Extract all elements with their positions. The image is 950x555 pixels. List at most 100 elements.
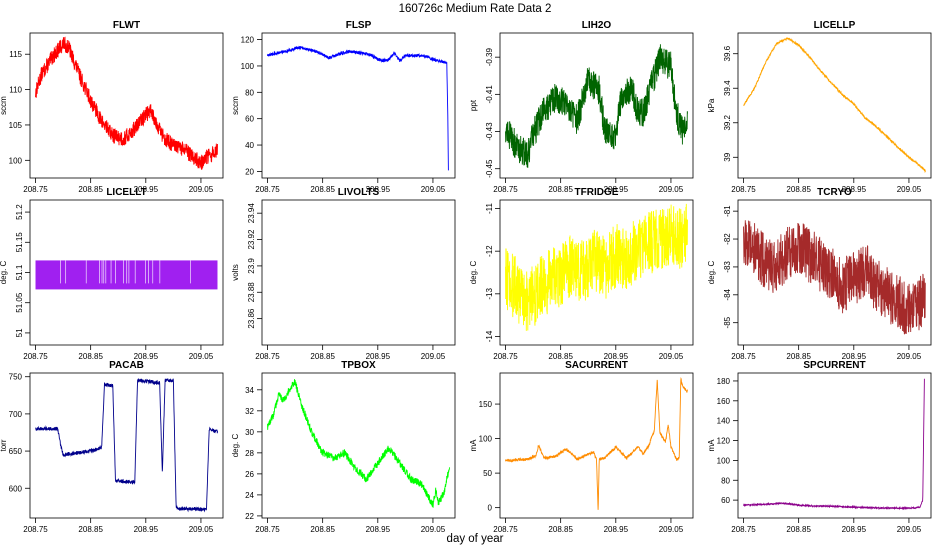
panel-title: LIVOLTS [338,187,380,198]
x-tick-label: 208.75 [493,352,518,361]
panel-licellp: LICELLP 208.75 208.85 208.95 209.05 39 39.2 39.… [707,20,932,194]
y-tick-label: 750 [9,373,23,382]
plot-frame [499,199,694,346]
series-line [35,378,218,513]
y-axis-label: deg. C [231,433,240,457]
y-tick-label: 51.15 [15,232,24,253]
x-tick-label: 209.05 [189,185,214,194]
x-tick-label: 208.75 [23,185,48,194]
panel-title: TPBOX [341,360,376,371]
series-line [267,45,449,171]
x-tick-label: 208.85 [78,525,103,534]
x-tick-label: 208.95 [842,525,867,534]
plot-frame [261,199,456,346]
y-tick-label: 39.2 [723,114,732,130]
plot-frame [261,32,456,179]
series-line [743,220,926,335]
series-line [743,378,925,511]
x-tick-label: 209.05 [659,352,684,361]
plot-frame [29,372,224,519]
x-tick-label: 209.05 [659,525,684,534]
series-line [35,36,218,170]
y-tick-label: -0.41 [485,85,494,104]
x-tick-label: 208.95 [842,352,867,361]
x-tick-label: 209.05 [897,352,922,361]
panel-flsp: FLSP 208.75 208.85 208.95 209.05 20 40 60 80 100 1… [231,20,456,194]
y-tick-label: -0.43 [485,122,494,141]
y-tick-label: 23.94 [247,203,256,224]
x-tick-label: 208.85 [786,525,811,534]
x-tick-label: 209.05 [421,525,446,534]
panel-title: TCRYO [817,187,852,198]
y-tick-label: 80 [721,476,730,485]
x-tick-label: 208.85 [786,352,811,361]
y-tick-label: 700 [9,410,23,419]
y-tick-label: 105 [9,121,23,130]
x-tick-label: 208.95 [134,185,159,194]
plot-frame [737,32,932,179]
y-tick-label: 115 [9,50,22,59]
y-tick-label: 51 [15,328,24,337]
y-tick-label: 39 [723,152,732,161]
panel-sacurrent: SACURRENT 208.75 208.85 208.95 209.05 0 50 100 1… [469,360,694,534]
y-tick-label: 80 [245,88,254,97]
x-tick-label: 208.75 [493,525,518,534]
figure-title: 160726c Medium Rate Data 2 [399,3,552,15]
y-tick-label: 150 [479,400,493,409]
y-tick-label: 60 [245,115,254,124]
panel-title: FLWT [113,20,140,31]
y-tick-label: 28 [245,449,254,458]
x-tick-label: 208.75 [493,185,518,194]
y-tick-label: 100 [241,62,255,71]
panel-title: SPCURRENT [803,360,865,371]
y-tick-label: 110 [9,86,22,95]
y-axis-label: deg. C [0,260,8,284]
x-tick-label: 209.05 [421,352,446,361]
x-tick-label: 208.75 [731,352,756,361]
series-line [505,44,688,168]
panel-title: SACURRENT [565,360,628,371]
x-tick-label: 208.85 [786,185,811,194]
panel-tcryo: TCRYO 208.75 208.85 208.95 209.05 -85 -84 -83 -8… [707,187,932,361]
panel-tpbox: TPBOX 208.75 208.85 208.95 209.05 22 24 26 28 30 3… [231,360,456,534]
x-tick-label: 208.85 [548,525,573,534]
y-axis-label: torr [0,439,8,451]
x-tick-label: 208.85 [548,352,573,361]
panel-spcurrent: SPCURRENT 208.75 208.85 208.95 209.05 60 80 100… [707,360,932,534]
y-tick-label: 60 [721,496,730,505]
y-tick-label: 120 [717,437,731,446]
x-tick-label: 209.05 [659,185,684,194]
y-tick-label: -12 [485,245,494,257]
y-tick-label: -81 [723,205,732,217]
x-tick-label: 208.95 [604,525,629,534]
y-tick-label: 140 [717,417,731,426]
y-tick-label: -83 [723,261,732,273]
x-tick-label: 208.95 [134,352,159,361]
x-tick-label: 208.75 [731,185,756,194]
x-tick-label: 208.75 [255,525,280,534]
y-axis-label: deg. C [469,260,478,284]
y-tick-label: 51.05 [15,292,24,313]
x-tick-label: 209.05 [897,525,922,534]
x-tick-label: 209.05 [189,352,214,361]
x-tick-label: 208.75 [255,352,280,361]
y-tick-label: 23.9 [247,258,256,274]
x-tick-label: 208.95 [604,185,629,194]
x-tick-label: 208.75 [23,525,48,534]
y-tick-label: 600 [9,484,23,493]
series-line [267,379,450,508]
y-axis-label: sccm [231,96,240,115]
y-tick-label: -85 [723,316,732,328]
y-tick-label: 24 [245,491,254,500]
y-tick-label: 50 [483,469,492,478]
y-axis-label: mA [469,439,478,452]
panel-title: LICELLT [106,187,146,198]
y-tick-label: -13 [485,287,494,299]
y-tick-label: -84 [723,288,732,300]
panel-title: TFRIDGE [575,187,619,198]
x-tick-label: 208.95 [604,352,629,361]
plot-frame [499,32,694,179]
y-axis-label: ppt [469,99,478,111]
x-tick-label: 208.85 [310,185,335,194]
